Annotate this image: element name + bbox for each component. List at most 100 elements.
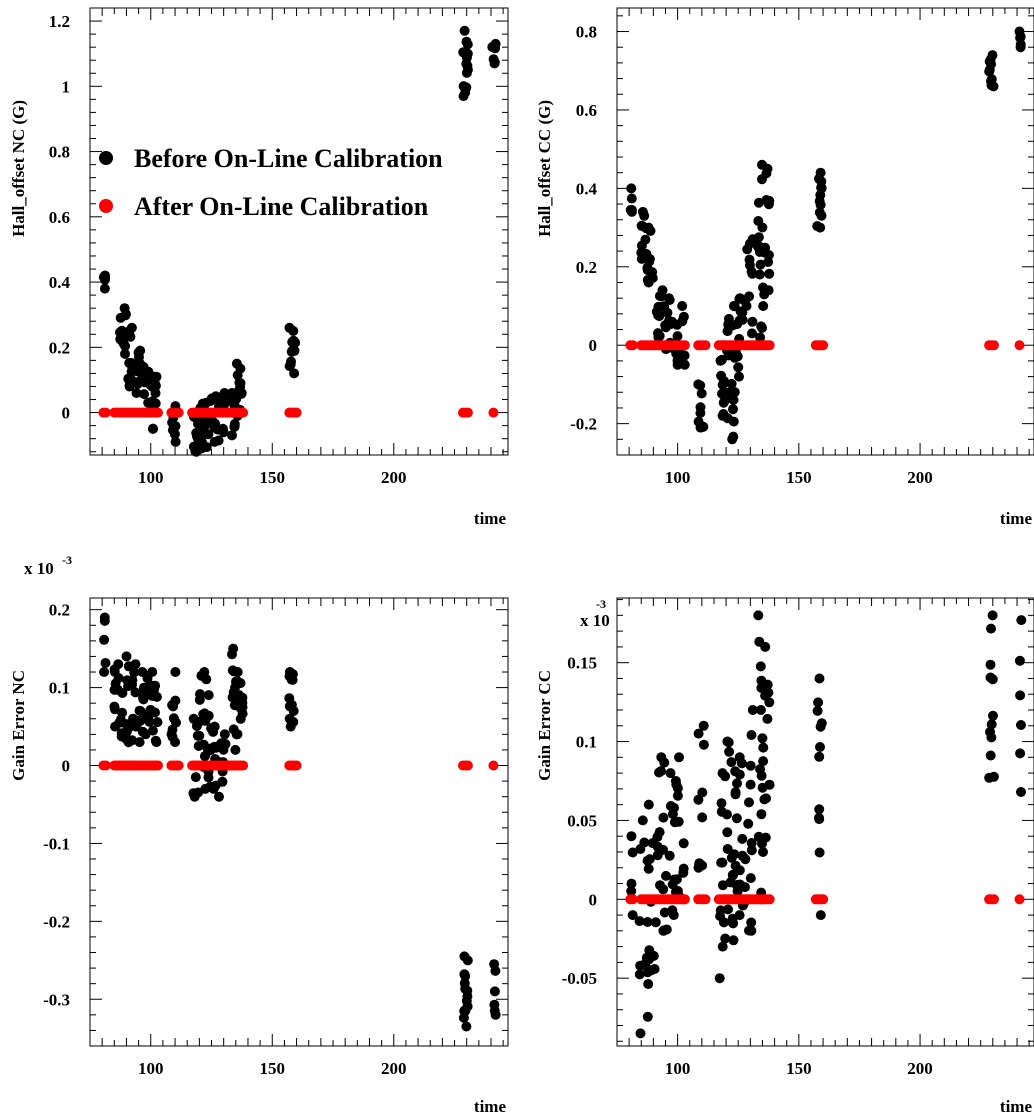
data-point bbox=[195, 689, 205, 700]
data-point bbox=[698, 720, 709, 731]
data-point bbox=[744, 797, 754, 808]
data-point bbox=[131, 715, 142, 726]
series-after-on-line-calibration bbox=[98, 407, 499, 418]
data-point bbox=[764, 779, 775, 790]
data-point bbox=[232, 370, 243, 381]
y-tick-label: 0 bbox=[62, 757, 71, 776]
data-point bbox=[814, 751, 825, 762]
data-point bbox=[734, 769, 745, 780]
data-point bbox=[697, 787, 708, 798]
data-point bbox=[150, 379, 161, 389]
data-point bbox=[722, 809, 732, 820]
data-point bbox=[716, 857, 727, 868]
data-point bbox=[746, 730, 757, 740]
data-point bbox=[100, 272, 111, 283]
data-point bbox=[733, 362, 744, 373]
data-point bbox=[753, 197, 764, 208]
plot-frame bbox=[616, 7, 1034, 456]
y-axis-label: Hall_offset CC (G) bbox=[535, 100, 554, 237]
data-point bbox=[730, 787, 741, 798]
data-point bbox=[489, 999, 500, 1010]
data-point bbox=[627, 894, 638, 905]
data-point bbox=[755, 705, 766, 715]
data-point bbox=[121, 719, 132, 730]
data-point bbox=[659, 301, 670, 312]
data-point bbox=[148, 423, 158, 434]
data-point bbox=[720, 933, 731, 944]
data-point bbox=[291, 407, 302, 418]
data-point bbox=[656, 291, 667, 302]
data-point bbox=[815, 910, 826, 921]
data-point bbox=[642, 917, 653, 927]
data-point bbox=[815, 199, 826, 210]
legend-marker bbox=[99, 199, 113, 213]
data-point bbox=[1014, 655, 1025, 666]
y-axis-label: Gain Error NC bbox=[9, 670, 28, 781]
data-point bbox=[745, 873, 756, 884]
data-point bbox=[672, 331, 683, 342]
data-point bbox=[764, 340, 775, 351]
data-point bbox=[760, 832, 771, 843]
data-point bbox=[812, 221, 823, 232]
data-point bbox=[762, 713, 773, 724]
y-tick-label: 0.2 bbox=[576, 258, 597, 277]
data-point bbox=[665, 768, 676, 779]
data-point bbox=[985, 659, 996, 670]
x-tick-label: 200 bbox=[907, 468, 933, 487]
data-point bbox=[723, 737, 734, 748]
data-point bbox=[487, 42, 498, 52]
data-point bbox=[458, 47, 469, 58]
data-point bbox=[728, 431, 739, 442]
data-point bbox=[734, 910, 745, 921]
data-point bbox=[173, 760, 184, 771]
x-tick-label: 100 bbox=[665, 468, 691, 487]
data-point bbox=[654, 827, 665, 838]
data-point bbox=[693, 728, 704, 739]
data-point bbox=[814, 804, 825, 815]
data-point bbox=[679, 894, 690, 905]
data-point bbox=[635, 960, 646, 971]
data-point bbox=[232, 729, 243, 740]
data-point bbox=[167, 417, 178, 428]
data-point bbox=[217, 776, 228, 787]
data-point bbox=[199, 708, 210, 719]
data-point bbox=[167, 731, 178, 742]
data-point bbox=[758, 282, 768, 293]
data-point bbox=[757, 322, 768, 333]
data-point bbox=[658, 844, 669, 855]
data-point bbox=[718, 917, 729, 928]
data-point bbox=[661, 870, 671, 881]
data-point bbox=[100, 658, 111, 668]
legend-marker bbox=[99, 151, 113, 165]
y-tick-label: -0.1 bbox=[43, 834, 70, 853]
data-point bbox=[121, 651, 132, 662]
data-point bbox=[462, 955, 473, 966]
data-point bbox=[674, 752, 684, 763]
data-point bbox=[289, 368, 300, 379]
data-point bbox=[130, 687, 141, 698]
data-point bbox=[1014, 894, 1025, 905]
data-point bbox=[986, 719, 997, 730]
data-point bbox=[673, 816, 684, 827]
data-point bbox=[728, 404, 738, 415]
data-point bbox=[626, 831, 637, 842]
data-point bbox=[736, 758, 747, 769]
exponent-label-power: -3 bbox=[62, 553, 72, 567]
data-point bbox=[626, 205, 637, 215]
legend-label: Before On-Line Calibration bbox=[134, 144, 443, 173]
data-point bbox=[650, 917, 661, 928]
data-point bbox=[814, 673, 825, 684]
data-point bbox=[816, 210, 827, 221]
y-tick-label: 0 bbox=[589, 336, 598, 355]
data-point bbox=[758, 756, 769, 767]
data-point bbox=[167, 425, 178, 436]
data-point bbox=[170, 436, 181, 447]
x-axis-label: time bbox=[474, 1097, 507, 1116]
x-tick-label: 150 bbox=[260, 468, 286, 487]
data-point bbox=[815, 721, 826, 732]
data-point bbox=[208, 726, 219, 737]
data-point bbox=[634, 969, 645, 980]
data-point bbox=[213, 435, 224, 446]
series-before-on-line-calibration bbox=[99, 612, 501, 1032]
